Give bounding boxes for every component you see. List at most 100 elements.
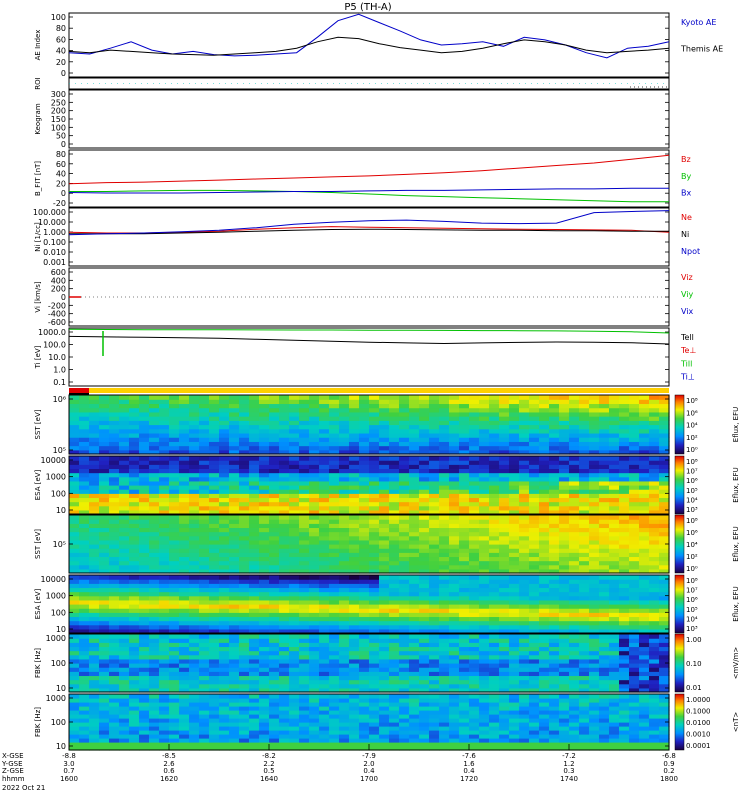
heat-cell bbox=[139, 608, 150, 613]
heat-cell bbox=[169, 742, 180, 747]
heat-cell bbox=[409, 616, 420, 622]
heat-cell bbox=[169, 654, 180, 660]
heat-cell bbox=[599, 675, 610, 681]
heat-cell bbox=[229, 654, 240, 660]
heat-cell bbox=[469, 539, 480, 545]
heat-cell bbox=[69, 642, 80, 648]
heat-cell bbox=[569, 552, 580, 558]
heat-cell bbox=[349, 734, 360, 739]
heat-cell bbox=[199, 642, 210, 648]
heat-cell bbox=[469, 476, 480, 482]
heat-cell bbox=[289, 698, 300, 703]
heat-cell bbox=[89, 548, 100, 553]
heat-cell bbox=[489, 560, 500, 566]
heat-cell bbox=[289, 515, 300, 520]
heat-cell bbox=[379, 531, 390, 537]
heat-cell bbox=[139, 683, 150, 689]
series-tell bbox=[68, 335, 670, 345]
heat-cell bbox=[119, 497, 130, 503]
heat-cell bbox=[289, 472, 300, 478]
heat-cell bbox=[69, 595, 80, 601]
heat-cell bbox=[279, 416, 290, 421]
heat-cell bbox=[389, 445, 400, 451]
heat-cell bbox=[219, 698, 230, 703]
heat-cell bbox=[609, 591, 620, 597]
heat-cell bbox=[499, 437, 510, 442]
heat-cell bbox=[649, 399, 660, 405]
heat-cell bbox=[129, 710, 140, 715]
heat-cell bbox=[359, 658, 370, 664]
heat-cell bbox=[469, 437, 480, 442]
heat-cell bbox=[489, 472, 500, 478]
heat-cell bbox=[549, 624, 560, 630]
heat-cell bbox=[359, 746, 370, 751]
heat-cell bbox=[409, 624, 420, 630]
heat-cell bbox=[389, 527, 400, 533]
heat-cell bbox=[329, 464, 340, 470]
heat-cell bbox=[529, 679, 540, 685]
heat-cell bbox=[589, 675, 600, 681]
heat-cell bbox=[629, 560, 640, 566]
heat-cell bbox=[229, 634, 240, 639]
heat-cell bbox=[399, 420, 410, 426]
heat-cell bbox=[239, 552, 250, 558]
heat-cell bbox=[259, 548, 270, 553]
heat-cell bbox=[429, 527, 440, 533]
heat-cell bbox=[379, 568, 390, 574]
colorbar-tick-label: 10⁵ bbox=[686, 606, 698, 614]
heat-cell bbox=[289, 560, 300, 566]
heat-cell bbox=[609, 568, 620, 574]
heat-cell bbox=[469, 472, 480, 478]
heat-cell bbox=[159, 591, 170, 597]
heat-cell bbox=[609, 679, 620, 685]
heat-cell bbox=[299, 568, 310, 574]
heat-cell bbox=[229, 604, 240, 609]
heat-cell bbox=[439, 428, 450, 434]
heat-cell bbox=[199, 460, 210, 465]
heat-cell bbox=[339, 675, 350, 681]
heat-cell bbox=[609, 489, 620, 494]
heat-cell bbox=[459, 564, 470, 570]
heat-cell bbox=[149, 675, 160, 681]
heat-cell bbox=[439, 531, 450, 537]
heat-cell bbox=[349, 472, 360, 478]
heat-cell bbox=[539, 468, 550, 474]
heat-cell bbox=[169, 416, 180, 421]
heat-cell bbox=[569, 539, 580, 545]
heat-cell bbox=[89, 620, 100, 626]
heat-cell bbox=[109, 407, 120, 413]
heat-cell bbox=[149, 595, 160, 601]
heat-cell bbox=[529, 468, 540, 474]
heat-cell bbox=[609, 552, 620, 558]
heat-cell bbox=[219, 480, 230, 486]
heat-cell bbox=[449, 476, 460, 482]
heat-cell bbox=[369, 738, 380, 743]
heat-cell bbox=[609, 544, 620, 549]
heat-cell bbox=[109, 399, 120, 405]
heat-cell bbox=[419, 548, 430, 553]
heat-cell bbox=[379, 539, 390, 545]
heat-cell bbox=[249, 687, 260, 693]
heat-cell bbox=[369, 432, 380, 438]
heat-cell bbox=[349, 416, 360, 421]
heat-cell bbox=[499, 395, 510, 400]
heat-cell bbox=[249, 746, 260, 751]
heat-cell bbox=[549, 564, 560, 570]
heat-cell bbox=[209, 535, 220, 541]
heat-cell bbox=[179, 480, 190, 486]
heat-cell bbox=[69, 663, 80, 668]
heat-cell bbox=[529, 535, 540, 541]
heat-cell bbox=[369, 568, 380, 574]
heat-cell bbox=[239, 742, 250, 747]
heat-cell bbox=[349, 552, 360, 558]
heat-cell bbox=[209, 497, 220, 503]
heat-cell bbox=[539, 683, 550, 689]
heat-cell bbox=[569, 437, 580, 442]
heat-cell bbox=[139, 734, 150, 739]
heat-cell bbox=[319, 683, 330, 689]
heat-cell bbox=[599, 468, 610, 474]
heat-cell bbox=[579, 489, 590, 494]
heat-cell bbox=[99, 675, 110, 681]
heat-cell bbox=[569, 441, 580, 447]
heat-cell bbox=[259, 624, 270, 630]
